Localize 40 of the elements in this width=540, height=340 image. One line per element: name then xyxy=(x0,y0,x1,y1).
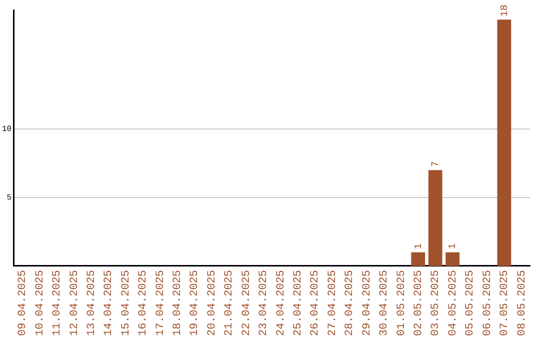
x-tick-label: 11.04.2025 xyxy=(52,270,64,336)
x-tick-label: 18.04.2025 xyxy=(172,270,184,336)
bar xyxy=(428,170,442,266)
x-tick-label: 04.05.2025 xyxy=(447,270,460,336)
x-tick-label: 01.05.2025 xyxy=(396,270,408,336)
data-label: 7 xyxy=(430,161,442,168)
data-label: 1 xyxy=(448,243,460,250)
x-tick-label: 02.05.2025 xyxy=(413,270,426,336)
x-tick-label: 29.04.2025 xyxy=(361,270,374,336)
x-tick-label: 14.04.2025 xyxy=(103,270,116,336)
x-tick-label: 26.04.2025 xyxy=(310,270,322,336)
x-tick-label: 09.04.2025 xyxy=(17,270,30,336)
x-tick-label: 10.04.2025 xyxy=(34,270,46,336)
x-tick-label: 16.04.2025 xyxy=(138,270,150,336)
x-tick-label: 15.04.2025 xyxy=(120,270,132,336)
x-tick-label: 12.04.2025 xyxy=(68,270,81,336)
x-tick-label: 21.04.2025 xyxy=(224,270,236,336)
x-tick-label: 17.04.2025 xyxy=(154,270,167,336)
x-tick-label: 03.05.2025 xyxy=(430,270,442,336)
x-tick-label: 30.04.2025 xyxy=(378,270,391,336)
x-tick-label: 19.04.2025 xyxy=(189,270,202,336)
bar xyxy=(497,20,512,266)
x-tick-label: 27.04.2025 xyxy=(326,270,339,336)
x-tick-label: 25.04.2025 xyxy=(292,270,305,336)
y-tick-label: 10 xyxy=(2,125,12,134)
x-tick-label: 13.04.2025 xyxy=(86,270,98,336)
x-tick-label: 23.04.2025 xyxy=(258,270,270,336)
bar xyxy=(411,252,426,266)
bar xyxy=(446,252,460,266)
x-tick-label: 07.05.2025 xyxy=(499,270,512,336)
y-tick-label: 5 xyxy=(6,194,12,203)
data-label: 18 xyxy=(500,4,511,17)
x-tick-label: 08.05.2025 xyxy=(516,270,528,336)
x-tick-label: 28.04.2025 xyxy=(344,270,356,336)
x-tick-label: 24.04.2025 xyxy=(275,270,288,336)
data-label: 1 xyxy=(414,243,425,250)
x-tick-label: 20.04.2025 xyxy=(206,270,218,336)
x-tick-label: 05.05.2025 xyxy=(464,270,477,336)
x-tick-label: 22.04.2025 xyxy=(240,270,253,336)
x-tick-label: 06.05.2025 xyxy=(482,270,494,336)
